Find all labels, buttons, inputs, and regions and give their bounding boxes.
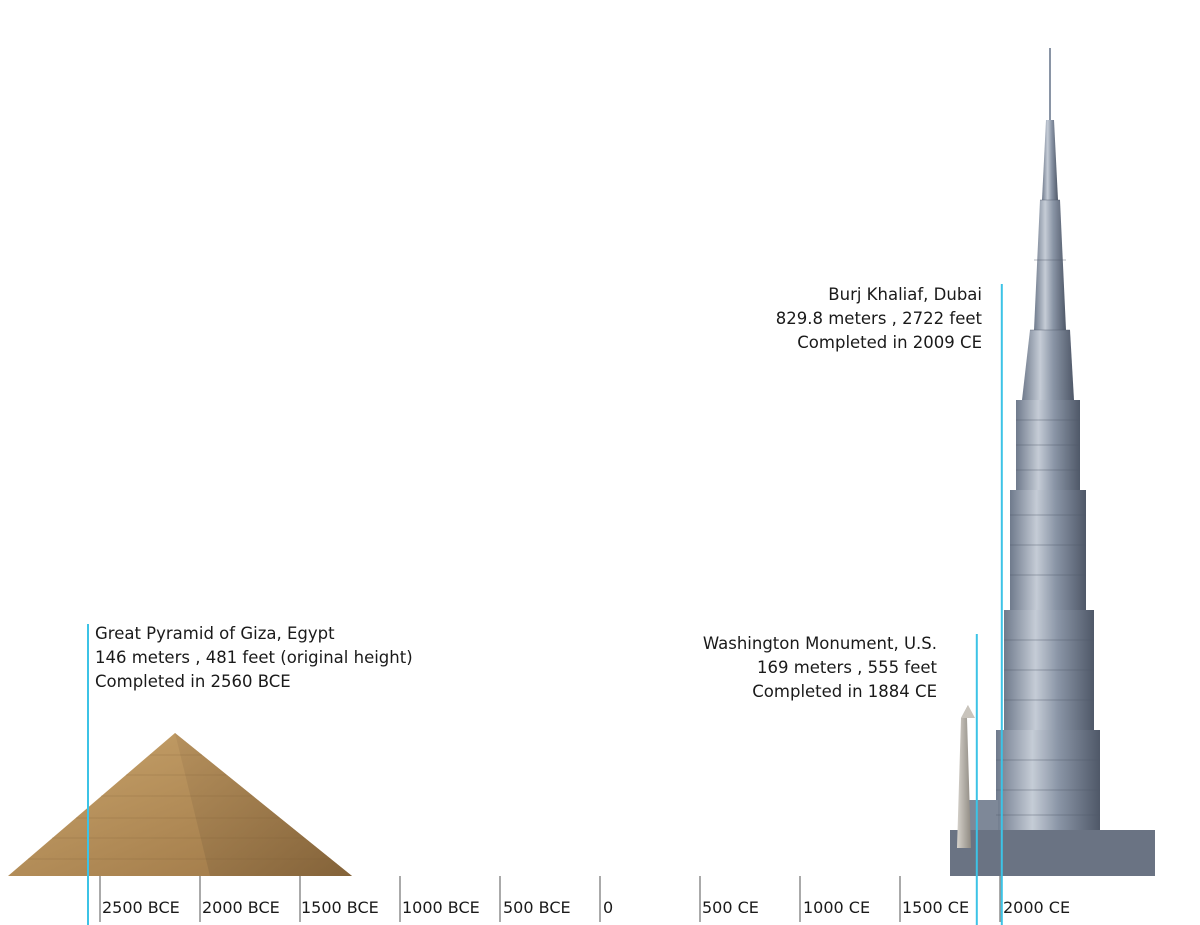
pyramid-name: Great Pyramid of Giza, Egypt	[95, 624, 335, 643]
burj-completed: Completed in 2009 CE	[797, 333, 982, 352]
pyramid-image	[8, 733, 352, 876]
timeline-axis	[99, 876, 1001, 922]
tick-label: 2000 CE	[1003, 898, 1071, 917]
tick-label: 500 CE	[702, 898, 759, 917]
tick-label: 1000 BCE	[402, 898, 480, 917]
tick-label: 0	[603, 898, 614, 917]
monument-completed: Completed in 1884 CE	[752, 682, 937, 701]
obelisk-image	[957, 705, 975, 848]
monument-label: Washington Monument, U.S. 169 meters , 5…	[703, 632, 937, 704]
pyramid-completed: Completed in 2560 BCE	[95, 672, 291, 691]
tick-label: 1000 CE	[803, 898, 871, 917]
pyramid-height: 146 meters , 481 feet (original height)	[95, 648, 413, 667]
monument-name: Washington Monument, U.S.	[702, 634, 937, 653]
pyramid-label: Great Pyramid of Giza, Egypt 146 meters …	[95, 622, 413, 694]
monument-height: 169 meters , 555 feet	[756, 658, 937, 677]
tick-label: 1500 BCE	[301, 898, 379, 917]
tick-label: 2500 BCE	[102, 898, 180, 917]
marker-lines	[87, 284, 1003, 925]
tick-label: 1500 CE	[902, 898, 970, 917]
tick-label: 2000 BCE	[202, 898, 280, 917]
tick-label: 500 BCE	[503, 898, 571, 917]
burj-name: Burj Khaliaf, Dubai	[828, 285, 982, 304]
burj-label: Burj Khaliaf, Dubai 829.8 meters , 2722 …	[776, 283, 982, 355]
burj-height: 829.8 meters , 2722 feet	[775, 309, 982, 328]
skyscraper-image	[950, 48, 1155, 876]
